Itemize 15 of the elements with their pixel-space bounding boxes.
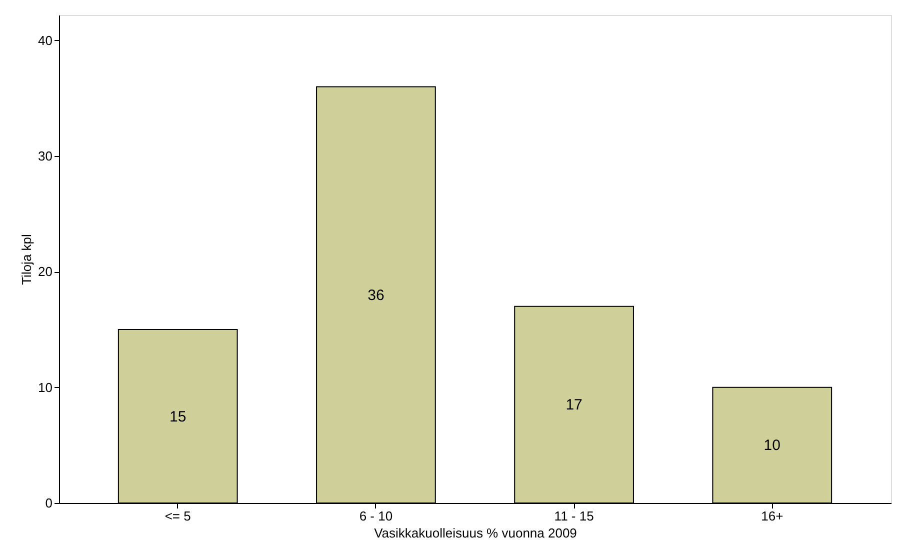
y-tick-label: 30	[38, 148, 52, 164]
x-tick-label: 11 - 15	[554, 508, 594, 524]
y-tick-label: 0	[45, 496, 52, 510]
x-tick-label: 16+	[761, 508, 784, 524]
x-tick-label: <= 5	[164, 508, 191, 524]
y-axis-title: Tiloja kpl	[19, 234, 34, 285]
x-axis-title: Vasikkakuolleisuus % vuonna 2009	[374, 526, 577, 540]
x-tick-label: 6 - 10	[359, 508, 393, 524]
y-tick-label: 20	[38, 264, 52, 280]
data-label: 36	[368, 286, 384, 304]
data-label: 17	[566, 396, 582, 414]
data-label: 15	[170, 408, 186, 426]
y-tick-label: 40	[38, 32, 52, 48]
y-tick-label: 10	[38, 380, 52, 395]
data-label: 10	[764, 437, 780, 454]
